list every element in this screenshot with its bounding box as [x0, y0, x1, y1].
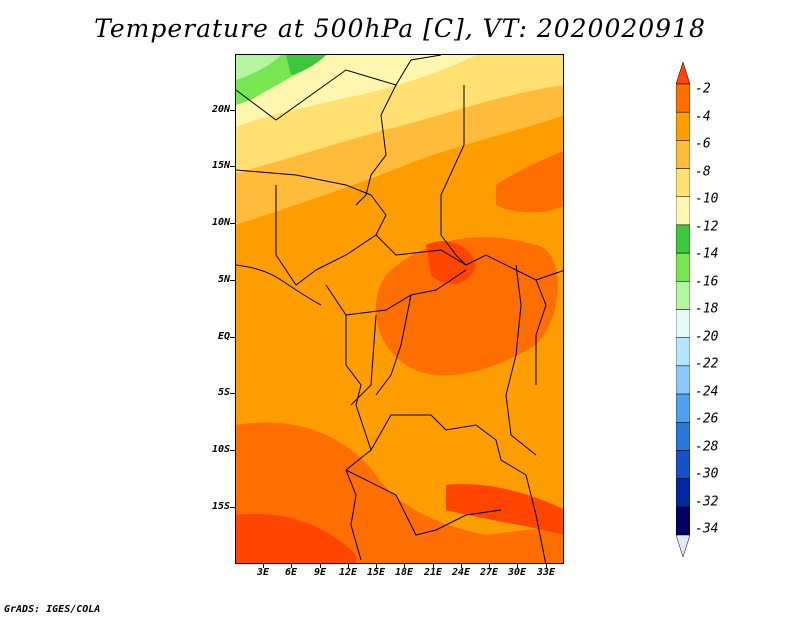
colorbar-label: -24 — [695, 384, 719, 400]
colorbar-label: -30 — [695, 466, 719, 482]
colorbar-segment — [676, 534, 690, 557]
lon-label: 33E — [536, 567, 556, 578]
field-patch-2a — [426, 241, 476, 284]
lon-label: 9E — [313, 567, 327, 578]
colorbar-segment — [676, 252, 690, 282]
lon-tick — [263, 564, 264, 568]
colorbar-segment — [676, 111, 690, 141]
lat-label: 20N — [211, 104, 230, 115]
colorbar-segment — [676, 337, 690, 367]
lon-tick — [320, 564, 321, 568]
colorbar — [676, 62, 690, 557]
lat-tick — [230, 393, 235, 394]
colorbar-segment — [676, 478, 690, 508]
colorbar-label: -28 — [695, 439, 719, 455]
lat-tick — [230, 450, 235, 451]
lat-label: 10N — [211, 217, 230, 228]
lat-tick — [230, 166, 235, 167]
colorbar-label: -8 — [695, 164, 711, 180]
lat-tick — [230, 507, 235, 508]
footer-credit: GrADS: IGES/COLA — [4, 604, 101, 615]
lon-tick — [517, 564, 518, 568]
chart-title: Temperature at 500hPa [C], VT: 202002091… — [94, 14, 706, 43]
colorbar-segment — [676, 506, 690, 536]
field-patch-2c — [446, 484, 563, 535]
colorbar-label: -32 — [695, 494, 719, 510]
colorbar-segment — [676, 196, 690, 226]
lon-tick — [404, 564, 405, 568]
lat-tick — [230, 110, 235, 111]
colorbar-label: -2 — [695, 81, 711, 97]
lon-label: 12E — [338, 567, 358, 578]
lat-label: 15N — [211, 160, 230, 171]
lon-tick — [461, 564, 462, 568]
lon-label: 27E — [479, 567, 499, 578]
lat-tick — [230, 280, 235, 281]
lat-label: 5S — [217, 387, 230, 398]
colorbar-segment — [676, 422, 690, 451]
lon-tick — [291, 564, 292, 568]
colorbar-segment — [676, 62, 690, 85]
colorbar-segment — [676, 140, 690, 169]
colorbar-segment — [676, 450, 690, 479]
colorbar-label: -6 — [695, 136, 711, 152]
field-patch-4a — [375, 237, 558, 376]
colorbar-segment — [676, 309, 690, 338]
lon-tick — [433, 564, 434, 568]
lat-label: EQ — [217, 331, 230, 342]
map-field — [236, 55, 563, 563]
colorbar-label: -26 — [695, 411, 719, 427]
lon-label: 30E — [507, 567, 527, 578]
colorbar-segment — [676, 393, 690, 423]
colorbar-label: -18 — [695, 301, 719, 317]
lon-label: 24E — [451, 567, 471, 578]
lon-tick — [376, 564, 377, 568]
colorbar-label: -22 — [695, 356, 719, 372]
field-patch-4b — [496, 150, 563, 213]
lon-label: 18E — [394, 567, 414, 578]
colorbar-label: -12 — [695, 219, 719, 235]
colorbar-label: -14 — [695, 246, 719, 262]
colorbar-label: -16 — [695, 274, 719, 290]
colorbar-segment — [676, 168, 690, 197]
colorbar-label: -4 — [695, 109, 711, 125]
lon-tick — [489, 564, 490, 568]
temperature-map — [235, 54, 564, 564]
lon-tick — [546, 564, 547, 568]
lat-label: 15S — [211, 501, 230, 512]
lat-label: 10S — [211, 444, 230, 455]
colorbar-label: -10 — [695, 191, 719, 207]
colorbar-segment — [676, 365, 690, 395]
lon-label: 21E — [423, 567, 443, 578]
colorbar-segment — [676, 224, 690, 254]
lat-tick — [230, 223, 235, 224]
colorbar-segment — [676, 281, 690, 310]
colorbar-segment — [676, 83, 690, 113]
colorbar-label: -20 — [695, 329, 719, 345]
lon-label: 15E — [366, 567, 386, 578]
lon-tick — [348, 564, 349, 568]
field-band-18 — [236, 55, 281, 80]
field-band-14 — [286, 55, 326, 75]
field-patch-2b — [236, 514, 356, 563]
country-boundaries — [236, 55, 563, 563]
lat-tick — [230, 337, 235, 338]
colorbar-label: -34 — [695, 521, 719, 537]
lon-label: 3E — [256, 567, 270, 578]
lon-label: 6E — [284, 567, 298, 578]
lat-label: 5N — [217, 274, 230, 285]
